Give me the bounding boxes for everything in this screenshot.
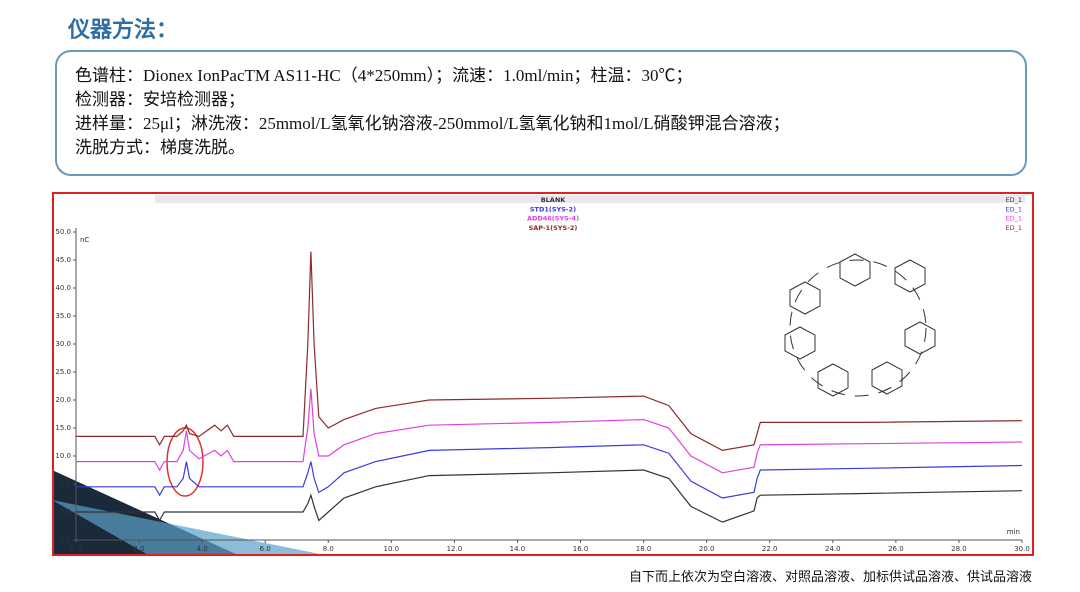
y-tick-label: 40.0 bbox=[55, 284, 71, 292]
legend-channel: ED_1 bbox=[1006, 205, 1023, 213]
legend-label: SAP-1(SYS-2) bbox=[529, 224, 578, 232]
x-tick-label: 14.0 bbox=[510, 545, 526, 553]
legend-channel: ED_1 bbox=[1006, 215, 1023, 223]
caption: 自下而上依次为空白溶液、对照品溶液、加标供试品溶液、供试品溶液 bbox=[628, 570, 1032, 585]
legend-channel: ED_1 bbox=[1006, 196, 1023, 204]
series-line bbox=[76, 388, 1023, 474]
x-tick-label: 16.0 bbox=[573, 545, 589, 553]
legend-label: STD1(SYS-2) bbox=[530, 205, 576, 213]
x-tick-label: 6.0 bbox=[260, 545, 271, 553]
legend-channel: ED_1 bbox=[1006, 224, 1023, 232]
x-tick-label: 30.0 bbox=[1014, 545, 1030, 553]
slide-title: 仪器方法： bbox=[68, 18, 179, 43]
y-tick-label: 15.0 bbox=[55, 424, 71, 432]
y-tick-label: 50.0 bbox=[55, 228, 71, 236]
method-line: 进样量：25μl；淋洗液：25mmol/L氢氧化钠溶液-250mmol/L氢氧化… bbox=[75, 114, 790, 133]
x-tick-label: 10.0 bbox=[384, 545, 400, 553]
chart-frame bbox=[52, 192, 1034, 556]
y-tick-label: 10.0 bbox=[55, 452, 71, 460]
x-tick-label: 4.0 bbox=[197, 545, 208, 553]
y-tick-label: 5.0 bbox=[60, 480, 71, 488]
decor bbox=[52, 500, 330, 556]
x-tick-label: 0.0 bbox=[70, 545, 81, 553]
series-line bbox=[76, 251, 1023, 452]
header-band bbox=[155, 195, 1025, 203]
y-tick-label: -5.0 bbox=[57, 536, 71, 544]
method-line: 色谱柱：Dionex IonPacTM AS11-HC（4*250mm）；流速：… bbox=[75, 66, 693, 85]
y-tick-label: 25.0 bbox=[55, 368, 71, 376]
x-tick-label: 18.0 bbox=[636, 545, 652, 553]
x-tick-label: 12.0 bbox=[447, 545, 463, 553]
y-axis-label: nC bbox=[80, 236, 89, 244]
method-line: 洗脱方式：梯度洗脱。 bbox=[75, 138, 245, 157]
x-tick-label: 8.0 bbox=[323, 545, 334, 553]
y-tick-label: 0.0 bbox=[60, 508, 71, 516]
x-tick-label: 20.0 bbox=[699, 545, 715, 553]
y-tick-label: 45.0 bbox=[55, 256, 71, 264]
legend-label: BLANK bbox=[541, 196, 567, 204]
x-tick-label: 28.0 bbox=[951, 545, 967, 553]
series-line bbox=[76, 444, 1023, 499]
x-axis-label: min bbox=[1007, 528, 1020, 536]
method-line: 检测器：安培检测器； bbox=[75, 90, 245, 109]
method-box: 色谱柱：Dionex IonPacTM AS11-HC（4*250mm）；流速：… bbox=[55, 50, 1027, 176]
y-tick-label: 30.0 bbox=[55, 340, 71, 348]
x-tick-label: 2.0 bbox=[133, 545, 144, 553]
x-tick-label: 22.0 bbox=[762, 545, 778, 553]
y-tick-label: 35.0 bbox=[55, 312, 71, 320]
x-tick-label: 26.0 bbox=[888, 545, 904, 553]
legend-label: ADD46(SYS-4) bbox=[527, 215, 579, 223]
y-tick-label: 20.0 bbox=[55, 396, 71, 404]
series-line bbox=[76, 469, 1023, 523]
x-tick-label: 24.0 bbox=[825, 545, 841, 553]
molecule bbox=[784, 253, 936, 397]
